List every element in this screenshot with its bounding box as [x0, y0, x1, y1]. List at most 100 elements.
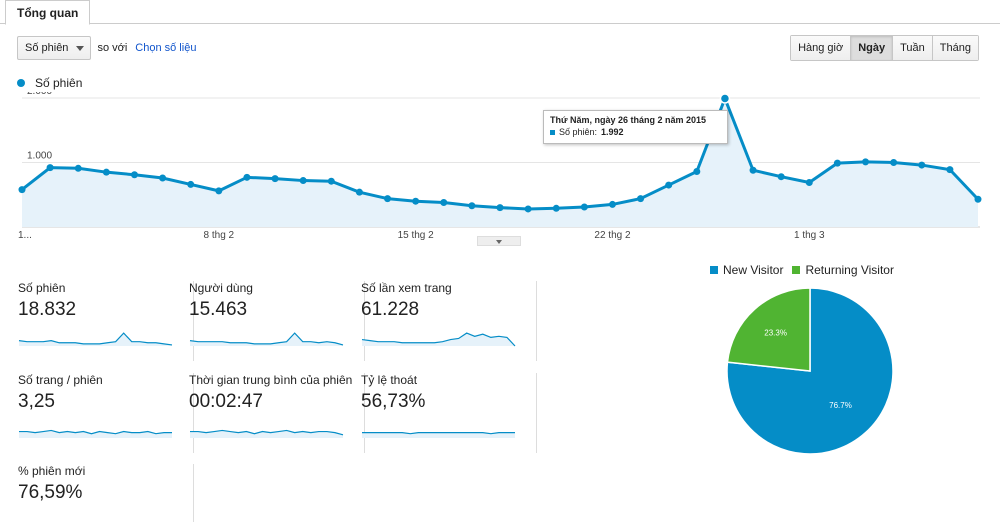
data-point	[496, 204, 504, 212]
x-tick-label: 1...	[18, 230, 32, 241]
granularity-month-button[interactable]: Tháng	[931, 36, 978, 60]
tooltip-value: 1.992	[601, 127, 624, 137]
metric-tile-avg-session-duration[interactable]: Thời gian trung bình của phiên 00:02:47	[189, 373, 365, 453]
metric-name: Số lần xem trang	[361, 281, 452, 295]
pie-legend-label: New Visitor	[723, 263, 784, 277]
data-point	[608, 200, 616, 208]
data-point	[946, 166, 954, 174]
data-point	[130, 171, 138, 179]
tile-divider	[364, 281, 365, 361]
metric-tile-sessions[interactable]: Số phiên 18.832	[18, 281, 194, 361]
x-tick-label: 15 thg 2	[398, 230, 435, 241]
metric-value: 15.463	[189, 299, 248, 320]
data-point	[693, 168, 701, 176]
data-point	[159, 174, 167, 182]
data-point	[918, 161, 926, 169]
chart-tooltip: Thứ Năm, ngày 26 tháng 2 năm 2015 Số phi…	[543, 110, 728, 144]
data-point	[580, 203, 588, 211]
tile-divider	[193, 373, 194, 453]
metric-tile-pageviews[interactable]: Số lần xem trang 61.228	[361, 281, 537, 361]
pie-slice-label: 23.3%	[764, 329, 787, 338]
data-point	[833, 159, 841, 167]
metric-tile-users[interactable]: Người dùng 15.463	[189, 281, 365, 361]
data-point	[777, 173, 785, 181]
data-point	[102, 168, 110, 176]
series-area-fill	[22, 98, 978, 228]
metric-dropdown-label: Số phiên	[25, 42, 69, 54]
data-point	[974, 195, 982, 203]
granularity-day-button[interactable]: Ngày	[850, 36, 893, 60]
data-point	[215, 187, 223, 195]
x-tick-label: 1 thg 3	[794, 230, 825, 241]
metric-name: Tỷ lệ thoát	[361, 373, 418, 387]
metric-sparkline	[361, 332, 516, 347]
metric-sparkline	[18, 332, 173, 346]
y-tick-label: 2.000	[27, 92, 52, 97]
granularity-week-button[interactable]: Tuần	[892, 36, 932, 60]
metric-tile-bounce-rate[interactable]: Tỷ lệ thoát 56,73%	[361, 373, 537, 453]
metric-name: Thời gian trung bình của phiên	[189, 373, 353, 387]
chart-legend-label: Số phiên	[35, 76, 83, 90]
metric-tile-new-sessions[interactable]: % phiên mới 76,59%	[18, 464, 194, 522]
series-dot-icon	[17, 79, 25, 87]
data-point	[890, 159, 898, 166]
chevron-down-icon	[76, 46, 85, 51]
tile-divider	[364, 373, 365, 453]
tile-divider	[193, 281, 194, 361]
data-point	[299, 177, 307, 185]
metric-sparkline	[190, 429, 344, 438]
data-point	[355, 188, 363, 196]
granularity-hourly-button[interactable]: Hàng giờ	[791, 36, 851, 60]
sparkline-line	[190, 429, 344, 436]
data-point	[18, 186, 26, 194]
data-point	[243, 173, 251, 181]
sparkline-line	[18, 332, 173, 346]
sessions-line-chart[interactable]: 1.000 2.000 1... 8 thg 2 15 thg 2 22 thg 2 1 t…	[0, 92, 1000, 242]
sparkline-fill	[362, 432, 515, 438]
data-point	[805, 178, 813, 186]
chart-controls: Số phiên so với Chọn số liệu	[17, 36, 196, 60]
metric-value: 3,25	[18, 391, 55, 412]
metric-name: Số phiên	[18, 281, 66, 295]
tab-overview[interactable]: Tổng quan	[5, 0, 91, 25]
x-tick-label: 8 thg 2	[204, 230, 235, 241]
metric-sparkline	[362, 432, 515, 438]
data-point	[719, 93, 731, 104]
sparkline-fill	[362, 333, 515, 346]
tile-divider	[193, 464, 194, 522]
data-point	[524, 205, 532, 213]
data-point	[637, 195, 645, 203]
data-point	[468, 202, 476, 210]
metric-tile-pages-per-session[interactable]: Số trang / phiên 3,25	[18, 373, 194, 453]
tooltip-row: Số phiên: 1.992	[550, 127, 721, 137]
data-point	[862, 158, 870, 166]
tab-bar: Tổng quan	[0, 0, 1000, 25]
chart-expand-handle[interactable]	[477, 236, 521, 246]
data-point	[327, 177, 335, 185]
date-granularity-group: Hàng giờ Ngày Tuần Tháng	[790, 35, 979, 61]
pie-legend-item-returning[interactable]: Returning Visitor	[792, 263, 894, 277]
tooltip-label: Số phiên:	[559, 127, 598, 137]
sparkline-line	[19, 429, 172, 435]
metric-name: Số trang / phiên	[18, 373, 103, 387]
metric-value: 76,59%	[18, 482, 83, 503]
x-tick-label: 22 thg 2	[594, 230, 631, 241]
visitor-type-pie-chart[interactable]: 76.7% 23.3%	[720, 285, 900, 465]
compare-label: so với	[97, 42, 128, 54]
data-point	[665, 181, 673, 189]
pie-legend-item-new[interactable]: New Visitor	[710, 263, 783, 277]
metric-name: Người dùng	[189, 281, 253, 295]
chevron-down-icon	[496, 240, 502, 244]
metric-dropdown[interactable]: Số phiên	[17, 36, 92, 60]
tile-divider	[536, 281, 537, 361]
sparkline-line	[361, 332, 516, 347]
metric-name: % phiên mới	[18, 464, 86, 478]
data-point	[46, 164, 54, 172]
data-point	[74, 164, 82, 172]
data-point	[187, 180, 195, 188]
select-metric-link[interactable]: Chọn số liệu	[135, 42, 197, 54]
metric-value: 61.228	[361, 299, 420, 320]
series-square-icon	[550, 129, 555, 135]
pie-slice	[726, 287, 811, 372]
data-point	[440, 198, 448, 206]
